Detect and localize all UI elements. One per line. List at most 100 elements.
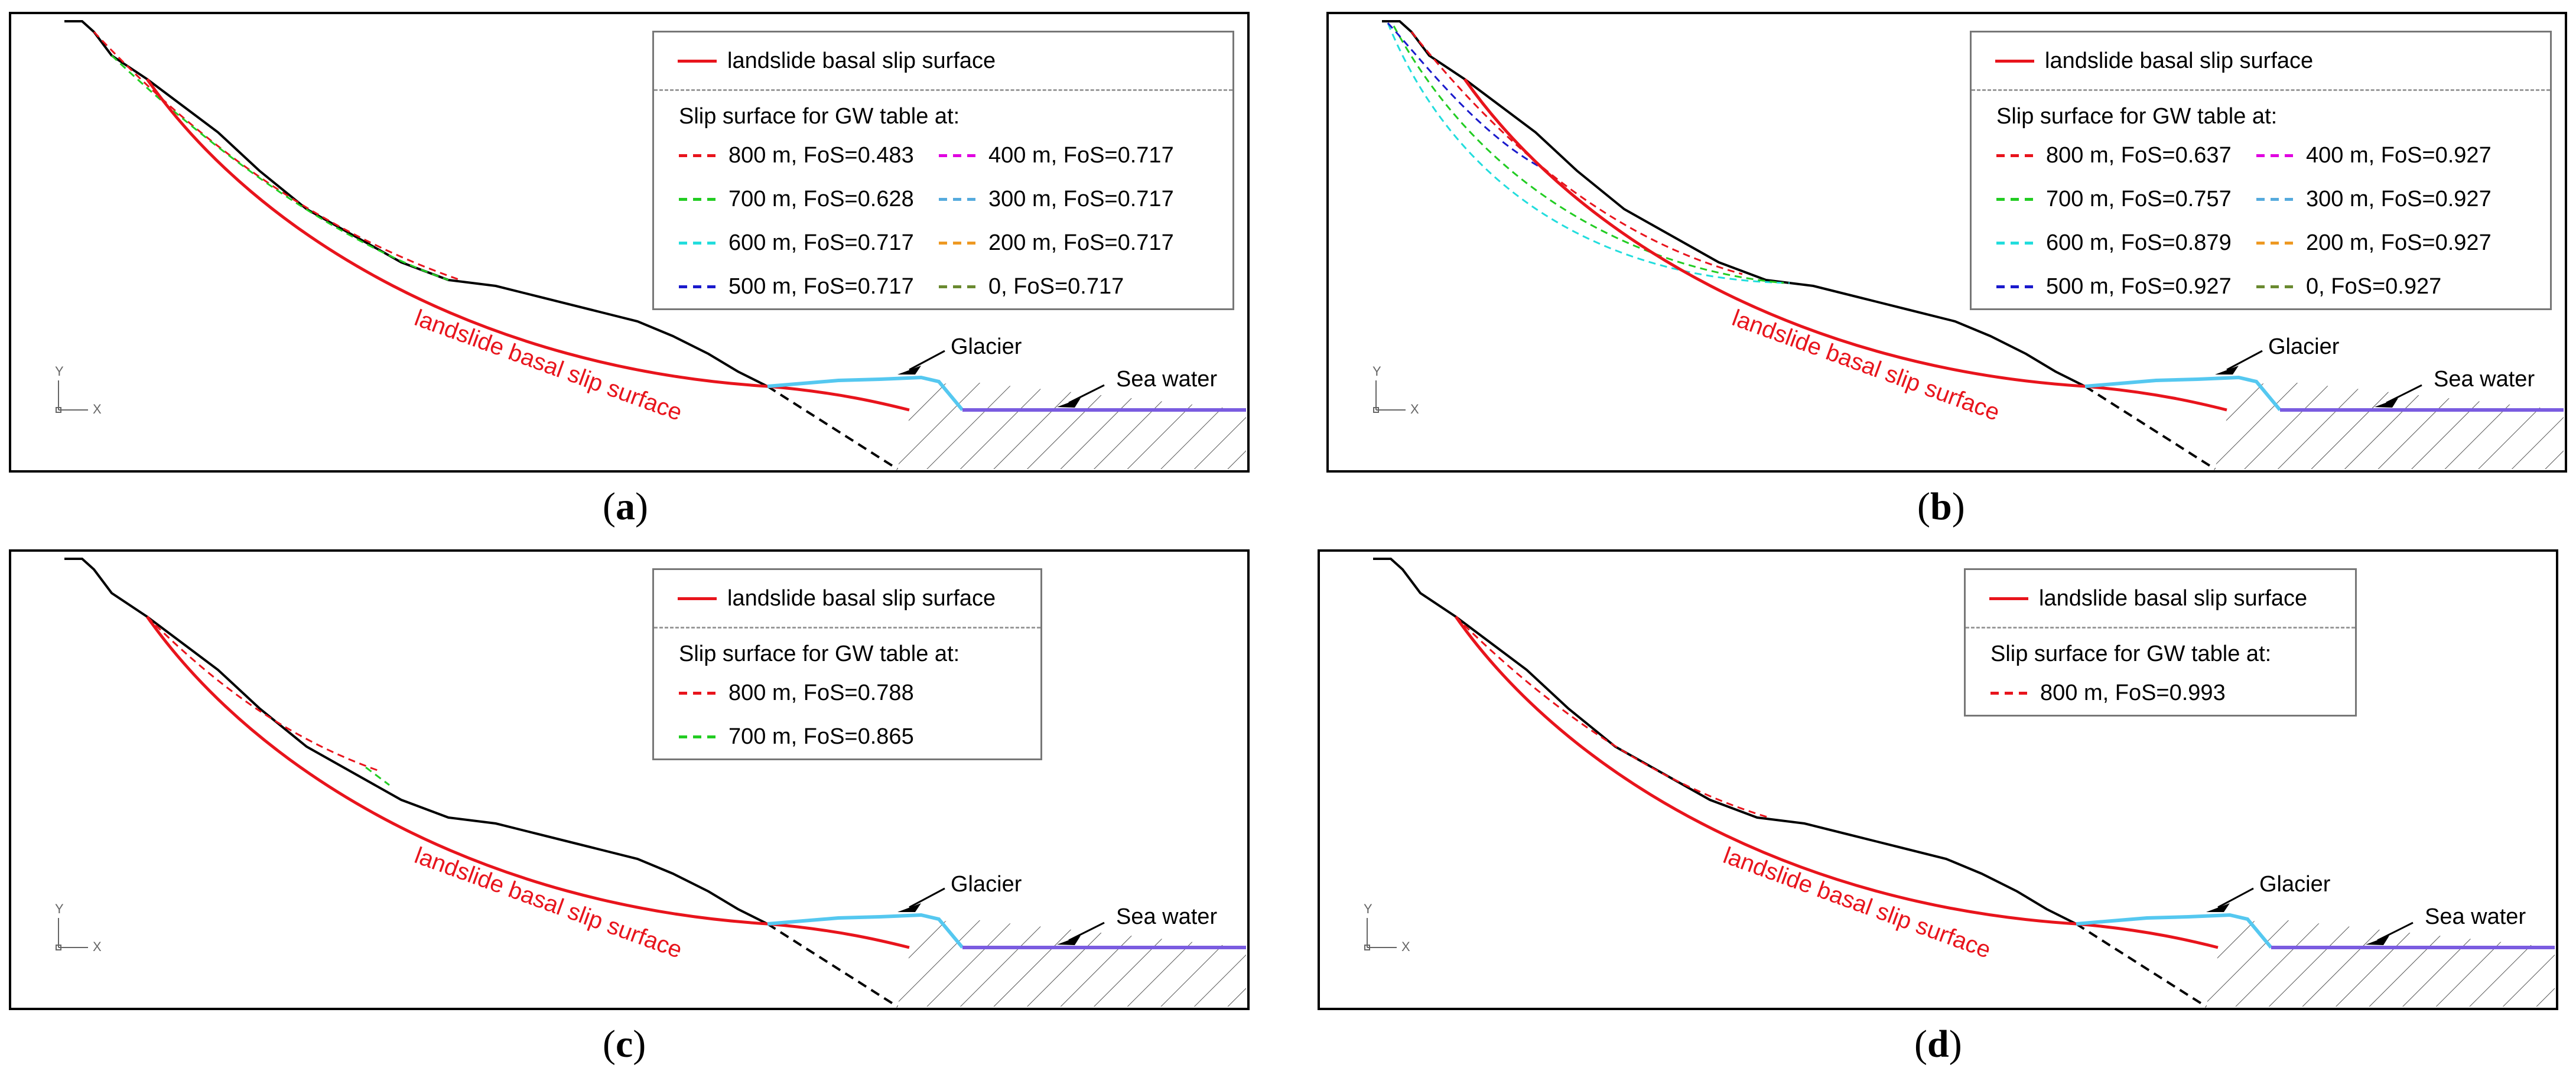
legend-entry-label: 200 m, FoS=0.927 — [2306, 230, 2492, 255]
legend-entry: 300 m, FoS=0.927 — [2256, 177, 2516, 221]
glacier-arrow-d — [2206, 903, 2230, 912]
legend-entry: 400 m, FoS=0.927 — [2256, 134, 2516, 177]
gw-heading: Slip surface for GW table at: — [679, 642, 960, 666]
legend-entry-label: 300 m, FoS=0.927 — [2306, 186, 2492, 211]
basal-line-swatch — [1989, 597, 2028, 600]
basal-slip-surface-d — [1454, 616, 2219, 949]
legend-basal-label: landslide basal slip surface — [727, 585, 996, 611]
caption-d: (d) — [1914, 1023, 1962, 1066]
sea-leader-c — [1068, 922, 1105, 942]
axis-x-label-d: X — [1401, 939, 1410, 954]
slip-800-c — [146, 616, 378, 771]
legend-entry: 0, FoS=0.927 — [2256, 265, 2516, 308]
slip-700-a — [110, 54, 449, 281]
glacier-leader-c — [909, 887, 945, 909]
dashed-bedrock-line — [2084, 385, 2216, 470]
legend-entry-label: 500 m, FoS=0.717 — [728, 273, 914, 299]
legend-entry-label: 200 m, FoS=0.717 — [988, 230, 1174, 255]
legend-entry: 800 m, FoS=0.788 — [679, 671, 1010, 715]
glacier-leader-a — [909, 350, 945, 371]
dash-swatch — [939, 154, 978, 157]
dash-swatch — [679, 285, 718, 288]
legend-entry: 600 m, FoS=0.717 — [679, 221, 939, 265]
glacier-label-a: Glacier — [951, 334, 1022, 359]
legend-entry: 500 m, FoS=0.717 — [679, 265, 939, 308]
axis-origin-a — [56, 407, 61, 413]
legend-entry: 500 m, FoS=0.927 — [1996, 265, 2256, 308]
axis-y-label-b: Y — [1372, 364, 1381, 379]
legend-entry-label: 500 m, FoS=0.927 — [2046, 273, 2232, 299]
legend-b: landslide basal slip surface Slip surfac… — [1970, 31, 2552, 310]
legend-entries: 800 m, FoS=0.637 400 m, FoS=0.927 700 m,… — [1972, 134, 2550, 308]
legend-basal-label: landslide basal slip surface — [727, 48, 996, 73]
axis-origin-c — [56, 945, 61, 950]
legend-entries: 800 m, FoS=0.993 — [1966, 671, 2355, 715]
panel-b: Y X landslide basal slip surface Glacier… — [1326, 12, 2567, 473]
dashed-bedrock-line — [766, 923, 899, 1008]
legend-entry: 800 m, FoS=0.637 — [1996, 134, 2256, 177]
slope-profile-a: Y X landslide basal slip surface Glacier… — [55, 20, 1246, 470]
dash-swatch — [1990, 691, 2029, 695]
legend-entry: 200 m, FoS=0.717 — [939, 221, 1199, 265]
basal-slip-surface-a — [145, 78, 910, 412]
glacier-label-b: Glacier — [2268, 334, 2340, 359]
glacier-leader-d — [2217, 887, 2254, 909]
dashed-bedrock-line — [2075, 923, 2207, 1008]
basal-line-swatch — [678, 597, 717, 600]
legend-basal-row: landslide basal slip surface — [1966, 570, 2355, 629]
panel-c: Y X landslide basal slip surface Glacier… — [9, 549, 1250, 1010]
legend-entry-label: 700 m, FoS=0.628 — [728, 186, 914, 211]
legend-entries: 800 m, FoS=0.483 400 m, FoS=0.717 700 m,… — [654, 134, 1232, 308]
gw-heading: Slip surface for GW table at: — [679, 104, 960, 129]
basal-line-swatch — [1995, 59, 2034, 63]
legend-basal-row: landslide basal slip surface — [654, 32, 1232, 91]
ground-surface — [64, 20, 768, 388]
dash-swatch — [2256, 241, 2295, 245]
legend-entry-label: 400 m, FoS=0.717 — [988, 142, 1174, 168]
slip-700-b — [1393, 25, 1784, 284]
sea-water-label-c: Sea water — [1116, 904, 1217, 929]
slip-500-b — [1387, 22, 1542, 169]
panel-a: Y X landslide basal slip surface Glacier… — [9, 12, 1250, 473]
caption-c: (c) — [603, 1023, 646, 1066]
legend-entry-label: 800 m, FoS=0.993 — [2040, 680, 2226, 705]
axis-y-label-d: Y — [1364, 901, 1372, 916]
dash-swatch — [2256, 285, 2295, 288]
legend-entry: 800 m, FoS=0.483 — [679, 134, 939, 177]
panel-d: Y X landslide basal slip surface Glacier… — [1318, 549, 2558, 1010]
legend-c: landslide basal slip surface Slip surfac… — [652, 568, 1042, 760]
basal-slip-surface-c — [145, 616, 910, 949]
legend-entry-label: 800 m, FoS=0.788 — [728, 680, 914, 705]
basal-line-swatch — [678, 59, 717, 63]
legend-entries: 800 m, FoS=0.788 700 m, FoS=0.865 — [654, 671, 1040, 758]
hatched-bedrock — [897, 918, 1246, 1007]
dash-swatch — [939, 285, 978, 288]
dash-swatch — [679, 241, 718, 245]
dash-swatch — [679, 691, 718, 695]
glacier-leader-b — [2226, 350, 2263, 371]
legend-entry: 300 m, FoS=0.717 — [939, 177, 1199, 221]
glacier-label-d: Glacier — [2259, 872, 2331, 897]
axis-origin-b — [1373, 407, 1379, 413]
dash-swatch — [1996, 285, 2035, 288]
glacier-arrow-a — [897, 366, 921, 375]
axis-y-label-c: Y — [55, 901, 64, 916]
legend-entry-label: 700 m, FoS=0.757 — [2046, 186, 2232, 211]
dash-swatch — [2256, 197, 2295, 201]
hatched-bedrock — [897, 380, 1246, 469]
hatched-bedrock — [2215, 380, 2564, 469]
legend-entry: 0, FoS=0.717 — [939, 265, 1199, 308]
axis-x-label-a: X — [93, 402, 102, 416]
axis-x-label-c: X — [93, 939, 102, 954]
slope-profile-d: Y X landslide basal slip surface Glacier… — [1364, 558, 2555, 1008]
slip-800-a — [93, 31, 461, 281]
sea-water-label-d: Sea water — [2425, 904, 2526, 929]
dash-swatch — [939, 197, 978, 201]
legend-basal-row: landslide basal slip surface — [654, 570, 1040, 629]
dash-swatch — [1996, 241, 2035, 245]
legend-entry: 700 m, FoS=0.628 — [679, 177, 939, 221]
slip-600-b — [1387, 22, 1790, 284]
sea-leader-a — [1068, 384, 1105, 404]
ground-surface — [64, 558, 768, 925]
slip-700-c — [365, 766, 390, 786]
